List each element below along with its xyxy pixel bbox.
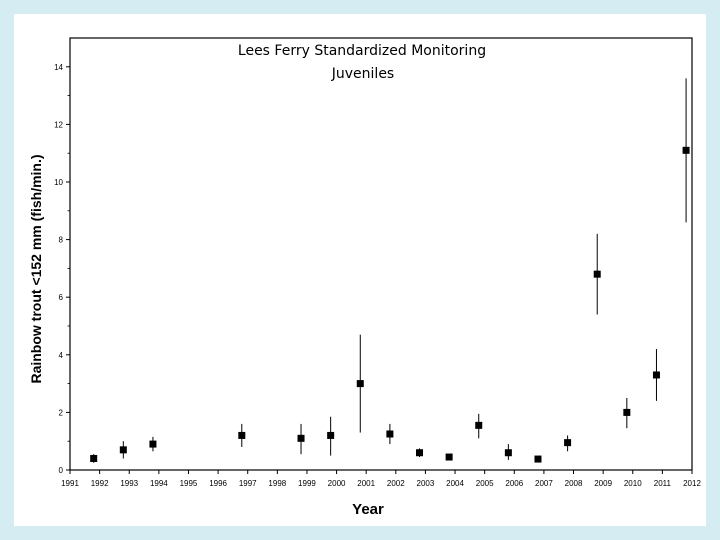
x-tick-label: 1991 xyxy=(61,479,79,488)
data-point xyxy=(238,431,246,439)
x-tick-label: 2000 xyxy=(328,479,346,488)
y-axis-title: Rainbow trout <152 mm (fish/min.) xyxy=(28,154,44,383)
x-tick-label: 1996 xyxy=(209,479,227,488)
data-point xyxy=(149,440,157,448)
x-tick-label: 2004 xyxy=(446,479,464,488)
error-bar-chart: 1991 1992 1993 1994 1995 1996 1997 1998 1999 2000… xyxy=(28,37,701,518)
x-tick-label: 2005 xyxy=(476,479,494,488)
data-point xyxy=(564,439,572,447)
data-point xyxy=(475,421,483,429)
x-axis-title: Year xyxy=(352,501,384,518)
data-point xyxy=(534,455,542,463)
data-point xyxy=(504,449,512,457)
x-tick-label: 1995 xyxy=(180,479,198,488)
plot-frame xyxy=(69,37,693,471)
plot-border xyxy=(69,37,693,471)
data-point xyxy=(327,431,335,439)
y-tick-label: 6 xyxy=(59,293,64,302)
x-tick-label: 2006 xyxy=(505,479,523,488)
chart-subtitle: Juveniles xyxy=(331,66,394,82)
data-point xyxy=(623,408,631,416)
data-point xyxy=(297,434,305,442)
x-tick-label: 1999 xyxy=(298,479,316,488)
data-point xyxy=(416,449,424,457)
y-tick-label: 12 xyxy=(54,120,63,129)
chart-panel: 1991 1992 1993 1994 1995 1996 1997 1998 1999 2000… xyxy=(14,14,706,526)
x-tick-label: 2011 xyxy=(654,479,672,488)
x-tick-label: 1992 xyxy=(91,479,109,488)
x-tick-label: 1998 xyxy=(268,479,286,488)
y-tick-label: 14 xyxy=(54,63,63,72)
y-tick-label: 2 xyxy=(59,408,64,417)
data-point xyxy=(593,270,601,278)
data-point xyxy=(386,430,394,438)
data-point xyxy=(652,371,660,379)
x-axis-ticks: 1991 1992 1993 1994 1995 1996 1997 1998 1999 2000… xyxy=(61,470,701,488)
y-tick-label: 0 xyxy=(59,466,64,475)
y-tick-label: 4 xyxy=(59,351,64,360)
x-tick-label: 1993 xyxy=(120,479,138,488)
data-point xyxy=(119,446,127,454)
x-tick-label: 1994 xyxy=(150,479,168,488)
y-tick-label: 10 xyxy=(54,178,63,187)
x-tick-label: 2012 xyxy=(683,479,701,488)
data-point xyxy=(356,380,364,388)
x-tick-label: 2001 xyxy=(357,479,375,488)
x-tick-label: 2003 xyxy=(417,479,435,488)
error-bars xyxy=(93,78,687,463)
x-tick-label: 1997 xyxy=(239,479,257,488)
data-point xyxy=(445,453,453,461)
y-axis-ticks: 0 2 4 6 8 10 12 14 xyxy=(54,63,70,475)
data-markers xyxy=(90,146,690,463)
x-tick-label: 2009 xyxy=(594,479,612,488)
data-point xyxy=(682,146,690,154)
x-tick-label: 2010 xyxy=(624,479,642,488)
chart-title: Lees Ferry Standardized Monitoring xyxy=(238,43,486,59)
y-tick-label: 8 xyxy=(59,236,64,245)
x-tick-label: 2008 xyxy=(565,479,583,488)
x-tick-label: 2007 xyxy=(535,479,553,488)
x-tick-label: 2002 xyxy=(387,479,405,488)
data-point xyxy=(90,454,98,462)
